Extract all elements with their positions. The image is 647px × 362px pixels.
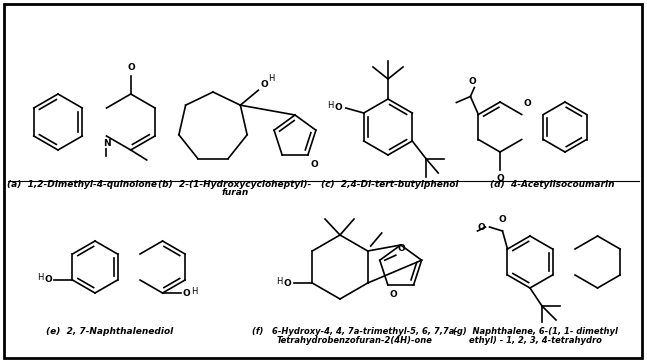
Text: (d)  4-Acetylisocoumarin: (d) 4-Acetylisocoumarin: [490, 180, 614, 189]
Text: O: O: [496, 174, 504, 183]
Text: Tetrahydrobenzofuran-2(4H)-one: Tetrahydrobenzofuran-2(4H)-one: [277, 336, 433, 345]
Text: O: O: [45, 275, 52, 285]
Text: (e)  2, 7-Naphthalenediol: (e) 2, 7-Naphthalenediol: [47, 327, 173, 336]
Text: H: H: [327, 101, 334, 109]
Text: (b)  2-(1-Hydroxycycloheptyl)-: (b) 2-(1-Hydroxycycloheptyl)-: [159, 180, 312, 189]
Text: N: N: [103, 139, 110, 148]
Text: (a)  1,2-Dimethyl-4-quinolone: (a) 1,2-Dimethyl-4-quinolone: [7, 180, 157, 189]
Text: H: H: [276, 277, 282, 286]
Text: O: O: [389, 290, 397, 299]
Text: O: O: [468, 77, 476, 87]
Text: O: O: [334, 104, 342, 113]
Text: H: H: [269, 74, 275, 83]
Text: O: O: [398, 244, 406, 253]
Text: O: O: [477, 223, 485, 232]
Text: O: O: [128, 63, 136, 72]
Text: O: O: [182, 289, 190, 298]
Text: O: O: [283, 278, 291, 287]
Text: H: H: [37, 274, 43, 282]
Text: O: O: [499, 215, 507, 224]
Text: O: O: [311, 160, 319, 169]
Text: O: O: [260, 80, 268, 89]
Text: O: O: [523, 100, 531, 109]
FancyBboxPatch shape: [4, 4, 642, 358]
Text: furan: furan: [221, 188, 248, 197]
Text: H: H: [192, 286, 198, 295]
Text: (g)  Naphthalene, 6-(1, 1- dimethyl: (g) Naphthalene, 6-(1, 1- dimethyl: [452, 327, 617, 336]
Text: ethyl) - 1, 2, 3, 4-tetrahydro: ethyl) - 1, 2, 3, 4-tetrahydro: [468, 336, 602, 345]
Text: (c)  2,4-Di-tert-butylphenol: (c) 2,4-Di-tert-butylphenol: [322, 180, 459, 189]
Text: (f)   6-Hydroxy-4, 4, 7a-trimethyl-5, 6, 7,7a-: (f) 6-Hydroxy-4, 4, 7a-trimethyl-5, 6, 7…: [252, 327, 458, 336]
